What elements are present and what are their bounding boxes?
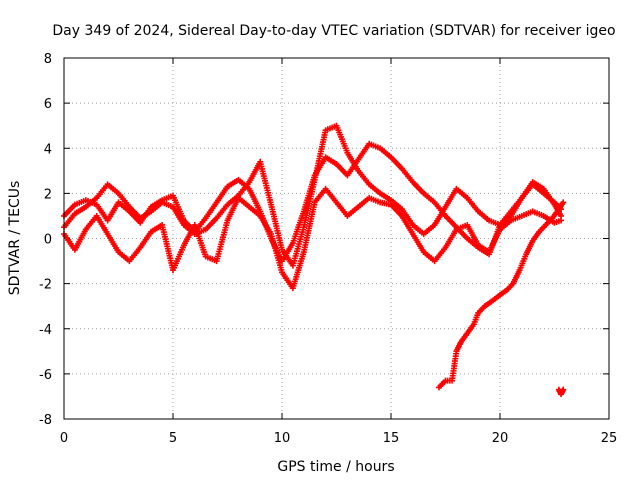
y-axis-label: SDTVAR / TECUs xyxy=(7,181,23,296)
y-tick-label: 0 xyxy=(44,233,52,248)
data-point xyxy=(558,217,565,224)
x-tick-label: 20 xyxy=(492,431,509,446)
y-tick-label: 8 xyxy=(44,52,52,67)
series-track-3 xyxy=(61,185,565,292)
x-tick-label: 15 xyxy=(383,431,400,446)
y-tick-label: -2 xyxy=(39,278,52,293)
series-track-2 xyxy=(61,122,565,269)
plot-frame xyxy=(63,57,610,420)
y-tick-label: -4 xyxy=(39,323,52,338)
x-tick-label: 0 xyxy=(60,431,68,446)
gridlines xyxy=(64,58,609,419)
y-tick-label: 4 xyxy=(44,142,52,157)
chart-title: Day 349 of 2024, Sidereal Day-to-day VTE… xyxy=(52,23,615,39)
data-markers xyxy=(61,122,567,398)
data-point xyxy=(560,199,567,206)
x-tick-label: 25 xyxy=(601,431,618,446)
series-track-5 xyxy=(555,386,567,398)
x-tick-label: 10 xyxy=(274,431,291,446)
y-tick-label: 2 xyxy=(44,187,52,202)
y-tick-label: -8 xyxy=(39,413,52,428)
y-tick-label: 6 xyxy=(44,97,52,112)
series-track-4 xyxy=(435,199,567,391)
x-tick-label: 5 xyxy=(169,431,177,446)
data-point xyxy=(560,386,567,393)
x-axis-label: GPS time / hours xyxy=(277,459,394,475)
y-tick-label: -6 xyxy=(39,368,52,383)
